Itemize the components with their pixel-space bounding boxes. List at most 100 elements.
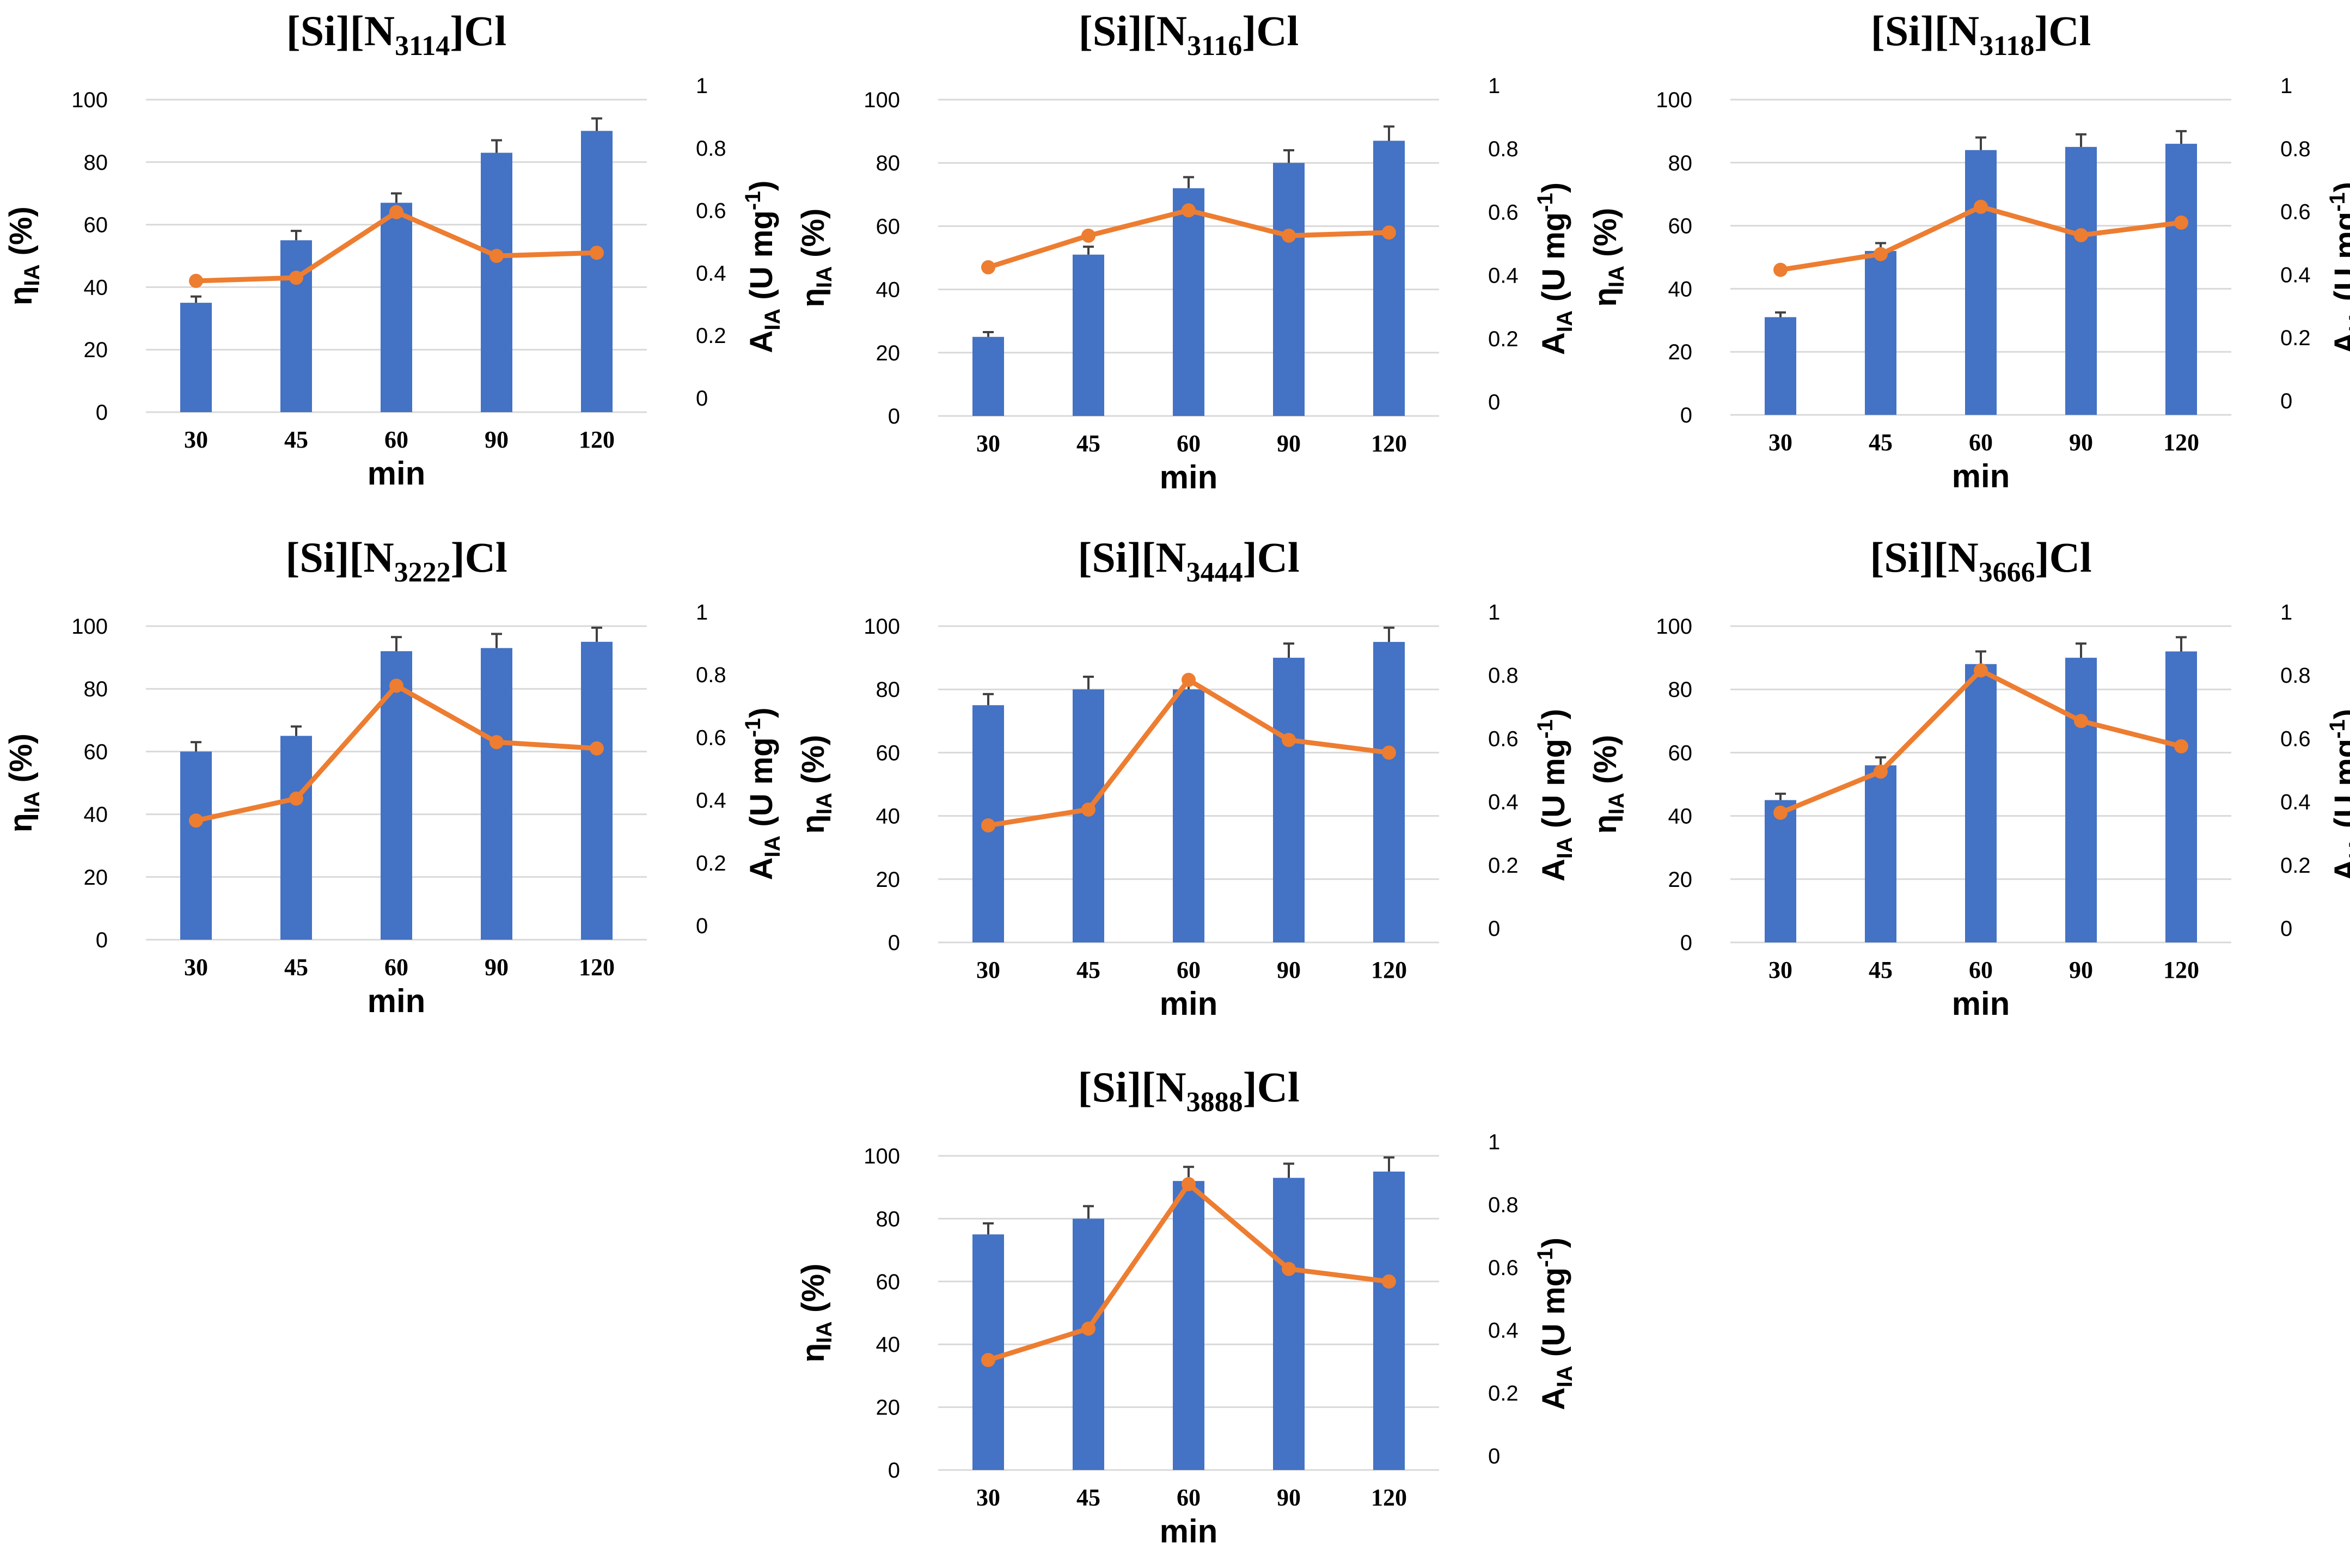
x-tick-label: 90 [485,426,509,453]
right-tick-label: 0.4 [1488,264,1519,288]
line-point [1182,672,1196,687]
left-tick-label: 80 [876,151,901,175]
x-tick-label: 45 [1869,957,1893,983]
y-label-right-sub: IA [761,836,785,857]
bar [1865,250,1896,415]
x-tick-label: 30 [976,1484,1000,1511]
left-tick-label: 100 [864,88,900,112]
chart-title: [Si][N3118]Cl [1871,7,2091,62]
chart-title-main: [Si][N [1078,1063,1186,1111]
chart-title-tail: ]Cl [1242,7,1299,54]
x-tick-label: 60 [1177,430,1201,457]
line-point [1282,733,1296,748]
bar [1765,800,1796,942]
y-label-right-sup: -1 [741,191,765,211]
chart-panel-1: 0 20 40 60 80 100 0 0.2 0.4 0.6 0.8 1 30 45 60 90 120 min… [3,7,785,492]
left-tick-label: 40 [876,805,901,829]
line-point [981,818,995,833]
left-tick-label: 40 [1668,277,1693,301]
y-label-left-tail: (%) [1588,735,1623,793]
right-tick-label: 0 [2280,389,2292,413]
left-tick-label: 80 [1668,151,1693,175]
bar [972,336,1004,416]
line-point [1182,1177,1196,1191]
y-label-left-tail: (%) [3,206,39,264]
bar [2165,651,2197,942]
line-point [289,791,303,806]
y-label-right-tail: (U mg [744,737,779,835]
y-label-right-sup: -1 [741,718,765,738]
right-tick-label: 0.8 [1488,1193,1519,1217]
left-tick-label: 60 [84,740,108,764]
right-tick-label: 1 [1488,601,1500,624]
bar [1173,689,1204,942]
left-tick-label: 80 [1668,678,1693,702]
y-label-right-tail: (U mg [2328,212,2350,310]
line-point [1081,228,1096,243]
bar [180,751,212,940]
y-axis-label-left: ηIA (%) [3,206,44,305]
right-tick-label: 0 [696,387,708,411]
x-tick-label: 45 [284,954,308,981]
left-tick-label: 100 [1656,88,1692,112]
y-axis-label-right: AIA (U mg-1) [741,707,785,880]
y-label-right-tail: (U mg [1536,739,1571,837]
y-label-right-sub: IA [1553,1365,1577,1387]
x-tick-label: 45 [1076,430,1100,457]
x-tick-label: 45 [1076,957,1100,983]
bar [481,152,512,412]
right-tick-label: 0.4 [1488,791,1519,814]
left-tick-label: 40 [876,1333,901,1357]
left-tick-label: 80 [84,151,108,175]
y-axis-label-left: ηIA (%) [3,733,44,832]
y-axis-label-right: AIA (U mg-1) [1533,182,1577,355]
y-label-right-sub: IA [1553,837,1577,859]
y-label-left-sub: IA [812,1321,836,1343]
left-tick-label: 60 [876,741,901,765]
y-label-right-end: ) [1536,709,1571,719]
chart-title-main: [Si][N [1078,534,1186,581]
bar [481,648,512,940]
y-label-left-sub: IA [1605,793,1629,814]
x-tick-label: 90 [1277,957,1301,983]
right-tick-label: 1 [2280,601,2292,624]
chart-panel-2: 0 20 40 60 80 100 0 0.2 0.4 0.6 0.8 1 30 45 60 90 120 min… [795,7,1577,495]
chart-title-sub: 3888 [1186,1087,1243,1118]
y-label-left-tail: (%) [795,735,831,793]
line-point [2174,215,2188,230]
right-tick-label: 0.8 [2280,664,2311,688]
y-label-right-end: ) [2328,709,2350,719]
right-tick-label: 1 [696,74,708,98]
right-tick-label: 0.2 [696,852,726,875]
left-tick-label: 0 [888,405,900,428]
left-tick-label: 40 [84,275,108,299]
x-tick-label: 60 [1969,429,1993,456]
y-label-right-sub: IA [761,309,785,330]
right-tick-label: 1 [1488,74,1500,98]
line-point [1382,745,1396,760]
chart-title: [Si][N3666]Cl [1870,534,2091,588]
x-tick-label: 90 [1277,430,1301,457]
line-point [2074,714,2088,728]
bar [1765,317,1796,415]
right-tick-label: 0 [696,914,708,938]
bar [1273,163,1305,416]
x-tick-label: 120 [1371,430,1407,457]
chart-title: [Si][N3116]Cl [1079,7,1299,62]
x-axis-label: min [1160,985,1218,1022]
chart-title: [Si][N3888]Cl [1078,1063,1299,1118]
y-label-left-sub: IA [812,266,836,288]
y-label-left-tail: (%) [795,209,831,266]
y-label-right-main: A [2328,859,2350,881]
left-tick-label: 100 [1656,615,1692,639]
bar [1965,150,1997,415]
x-tick-label: 45 [1076,1484,1100,1511]
bar [1373,1171,1405,1470]
chart-title-tail: ]Cl [1243,1063,1300,1111]
line-point [489,735,504,750]
y-label-right-main: A [2328,332,2350,354]
x-axis-label: min [368,983,426,1019]
bar [1373,140,1405,416]
y-label-right-main: A [744,857,779,880]
x-axis-label: min [1952,985,2010,1022]
